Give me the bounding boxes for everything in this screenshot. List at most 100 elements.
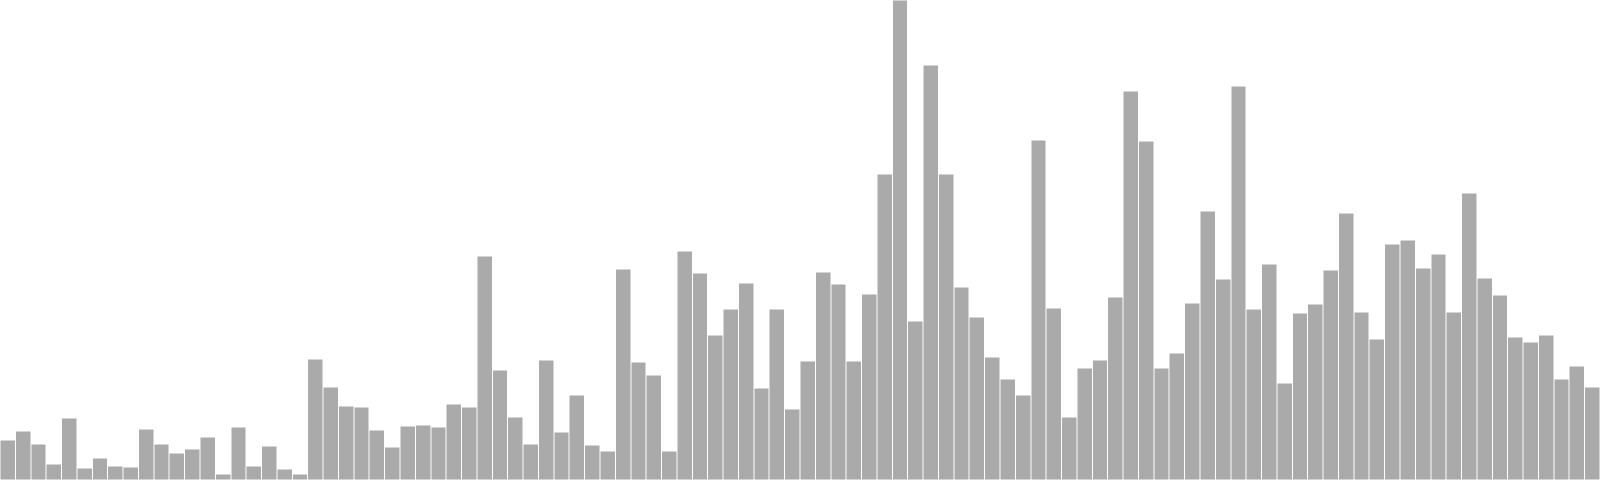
bar (1522, 341, 1539, 480)
bar (968, 316, 986, 480)
bar (384, 446, 401, 480)
bar (199, 436, 216, 480)
bar (568, 394, 586, 480)
bar (0, 439, 16, 480)
bar (1414, 267, 1432, 480)
bar (1568, 365, 1586, 480)
bar (1384, 243, 1401, 480)
bar (337, 405, 355, 480)
bar (76, 467, 93, 480)
bar (845, 360, 863, 480)
bar (245, 465, 263, 480)
bar (45, 463, 63, 480)
bar (1445, 311, 1463, 480)
bar (661, 450, 678, 480)
bar (830, 283, 847, 480)
bar (1322, 269, 1339, 480)
bar (953, 286, 970, 480)
bar (1230, 85, 1247, 480)
bar (1184, 302, 1201, 480)
bar (522, 443, 539, 480)
bar (1091, 359, 1109, 480)
bar (1353, 311, 1370, 480)
bar (399, 425, 416, 480)
bar (1491, 294, 1509, 480)
bar (91, 457, 109, 480)
bar (768, 308, 786, 480)
bar (122, 466, 139, 480)
bar (1337, 212, 1355, 480)
bar (1137, 140, 1155, 480)
bar (137, 428, 155, 480)
bar (1107, 296, 1124, 480)
bar (1214, 278, 1232, 480)
bar (1122, 90, 1139, 480)
bar (1076, 367, 1093, 480)
bar (1061, 416, 1078, 480)
bar (937, 173, 955, 480)
bar (1399, 239, 1416, 480)
bar (368, 429, 386, 480)
bar (30, 443, 47, 480)
bar (461, 406, 478, 480)
bar (630, 361, 647, 480)
bar (584, 444, 601, 480)
bar (1261, 263, 1278, 480)
bar (707, 334, 724, 480)
bar (1030, 139, 1047, 480)
bar (430, 426, 447, 480)
bar (276, 468, 293, 480)
bar (891, 0, 909, 480)
bar (1245, 308, 1263, 480)
bar (322, 386, 339, 480)
bar (291, 473, 309, 480)
bar (922, 64, 939, 480)
bar (876, 173, 893, 480)
bar (1553, 378, 1570, 480)
bar (553, 431, 570, 480)
bar (861, 293, 878, 480)
bar (1168, 352, 1186, 480)
bar (984, 356, 1001, 480)
bar (999, 378, 1016, 480)
bar (61, 417, 78, 480)
bar (107, 465, 124, 480)
bar (230, 426, 247, 480)
bar (491, 369, 509, 480)
bar (1199, 210, 1216, 480)
bar (537, 359, 555, 480)
bar (1014, 394, 1032, 480)
bar (184, 448, 201, 480)
bar (691, 272, 709, 480)
bar (14, 430, 32, 480)
bar (907, 320, 924, 480)
bar (307, 358, 324, 480)
bar (799, 360, 816, 480)
bar (814, 271, 832, 480)
bar (168, 452, 186, 480)
bar (445, 403, 463, 480)
bar (153, 443, 170, 480)
bar (784, 408, 801, 480)
bar (414, 424, 432, 480)
bar (753, 387, 770, 480)
bar (1368, 338, 1386, 480)
bar (1476, 277, 1493, 480)
bar (1307, 303, 1324, 480)
bar (1507, 336, 1524, 480)
bar (353, 406, 370, 480)
bar (261, 445, 278, 480)
bar (722, 308, 739, 480)
bar (1045, 307, 1063, 480)
bar (645, 374, 663, 480)
bar (1537, 334, 1555, 480)
bar (1584, 386, 1600, 480)
bar (737, 282, 755, 480)
bar (676, 250, 693, 480)
bar (1153, 367, 1170, 480)
bar (1430, 253, 1447, 480)
bar (599, 450, 616, 480)
bar (1276, 382, 1293, 480)
bar (476, 255, 493, 480)
